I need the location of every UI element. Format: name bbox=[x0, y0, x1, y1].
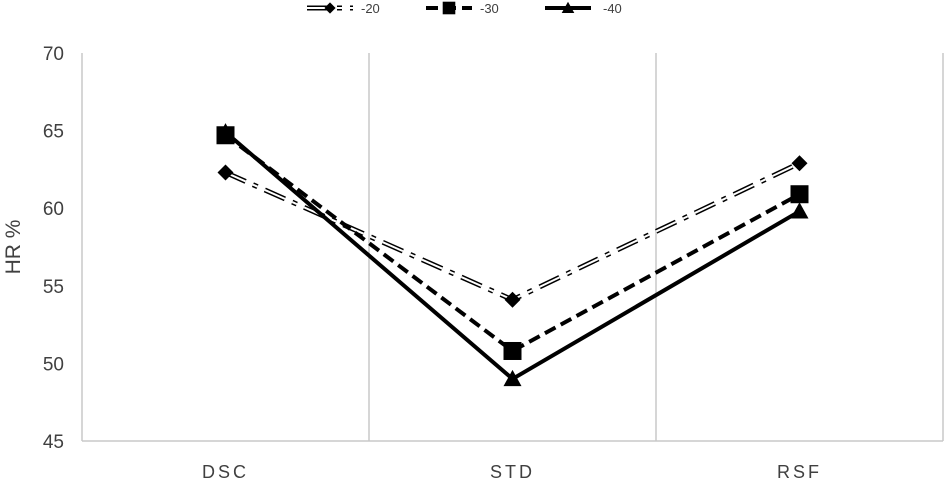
data-point-diamond bbox=[217, 164, 234, 181]
x-tick-label: DSC bbox=[202, 462, 249, 480]
data-point-triangle bbox=[503, 369, 522, 387]
series-2 bbox=[216, 126, 809, 360]
data-point-diamond bbox=[791, 155, 808, 172]
legend-marker-square bbox=[442, 1, 456, 15]
y-tick-label: 70 bbox=[43, 44, 64, 65]
y-tick-label: 60 bbox=[43, 199, 64, 220]
legend-label: -20 bbox=[361, 1, 380, 16]
legend-marker-diamond bbox=[324, 2, 336, 14]
x-tick-label: RSF bbox=[777, 462, 822, 480]
legend-marker-triangle bbox=[561, 1, 575, 14]
data-point-triangle bbox=[216, 123, 235, 140]
legend-label: -40 bbox=[603, 1, 622, 16]
plot-area-grid bbox=[81, 53, 944, 442]
y-tick-label: 55 bbox=[43, 277, 64, 298]
y-tick-label: 65 bbox=[43, 122, 64, 143]
series-line bbox=[224, 160, 801, 303]
x-tick-label: STD bbox=[490, 462, 535, 480]
data-point-diamond bbox=[504, 291, 521, 308]
data-point-square bbox=[503, 341, 522, 360]
series-line-inner bbox=[225, 162, 800, 301]
series-line bbox=[224, 130, 801, 382]
legend-item: -30 bbox=[426, 1, 499, 16]
series-3 bbox=[216, 123, 809, 387]
y-tick-label: 45 bbox=[43, 432, 64, 453]
series-line bbox=[224, 133, 801, 354]
data-point-triangle bbox=[790, 202, 809, 219]
series-1 bbox=[217, 155, 808, 308]
data-point-square bbox=[790, 185, 809, 204]
y-tick-label: 50 bbox=[43, 354, 64, 375]
legend-item: -20 bbox=[307, 1, 380, 16]
legend: -20 -30 -40 bbox=[307, 1, 622, 16]
y-axis-title: HR % bbox=[2, 220, 25, 275]
legend-label: -30 bbox=[480, 1, 499, 16]
legend-item: -40 bbox=[545, 1, 622, 16]
